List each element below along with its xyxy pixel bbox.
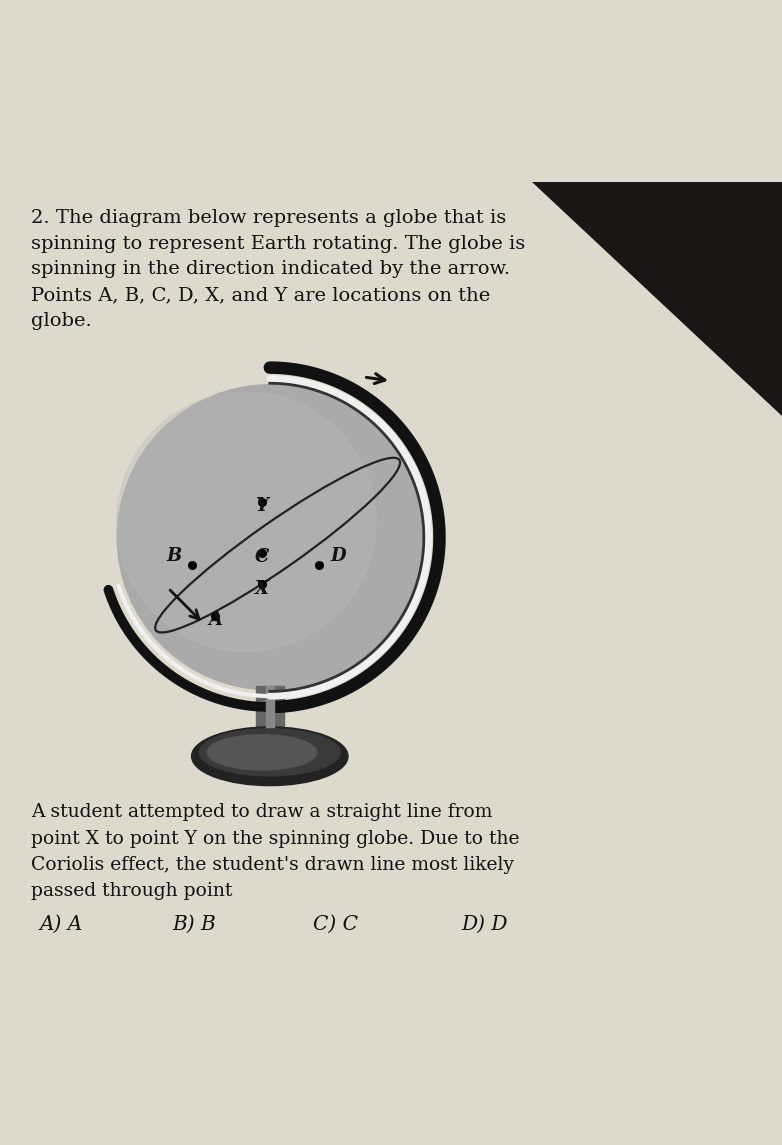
FancyBboxPatch shape (256, 686, 284, 756)
Text: A) A: A) A (39, 915, 82, 934)
Ellipse shape (207, 735, 317, 769)
Text: A: A (208, 610, 222, 629)
Text: D) D: D) D (461, 915, 508, 934)
Text: D: D (330, 546, 346, 564)
Circle shape (117, 392, 376, 652)
Ellipse shape (199, 729, 340, 776)
Text: 2. The diagram below represents a globe that is
spinning to represent Earth rota: 2. The diagram below represents a globe … (31, 208, 526, 330)
Text: Y: Y (256, 497, 268, 515)
PathPatch shape (532, 182, 782, 416)
Text: A student attempted to draw a straight line from
point X to point Y on the spinn: A student attempted to draw a straight l… (31, 803, 520, 900)
Circle shape (117, 385, 422, 689)
Text: B: B (166, 546, 181, 564)
FancyBboxPatch shape (266, 686, 274, 756)
Text: B) B: B) B (172, 915, 216, 934)
Ellipse shape (192, 727, 348, 785)
Text: X: X (255, 579, 269, 598)
Text: C) C: C) C (313, 915, 358, 934)
Text: C: C (255, 548, 269, 567)
